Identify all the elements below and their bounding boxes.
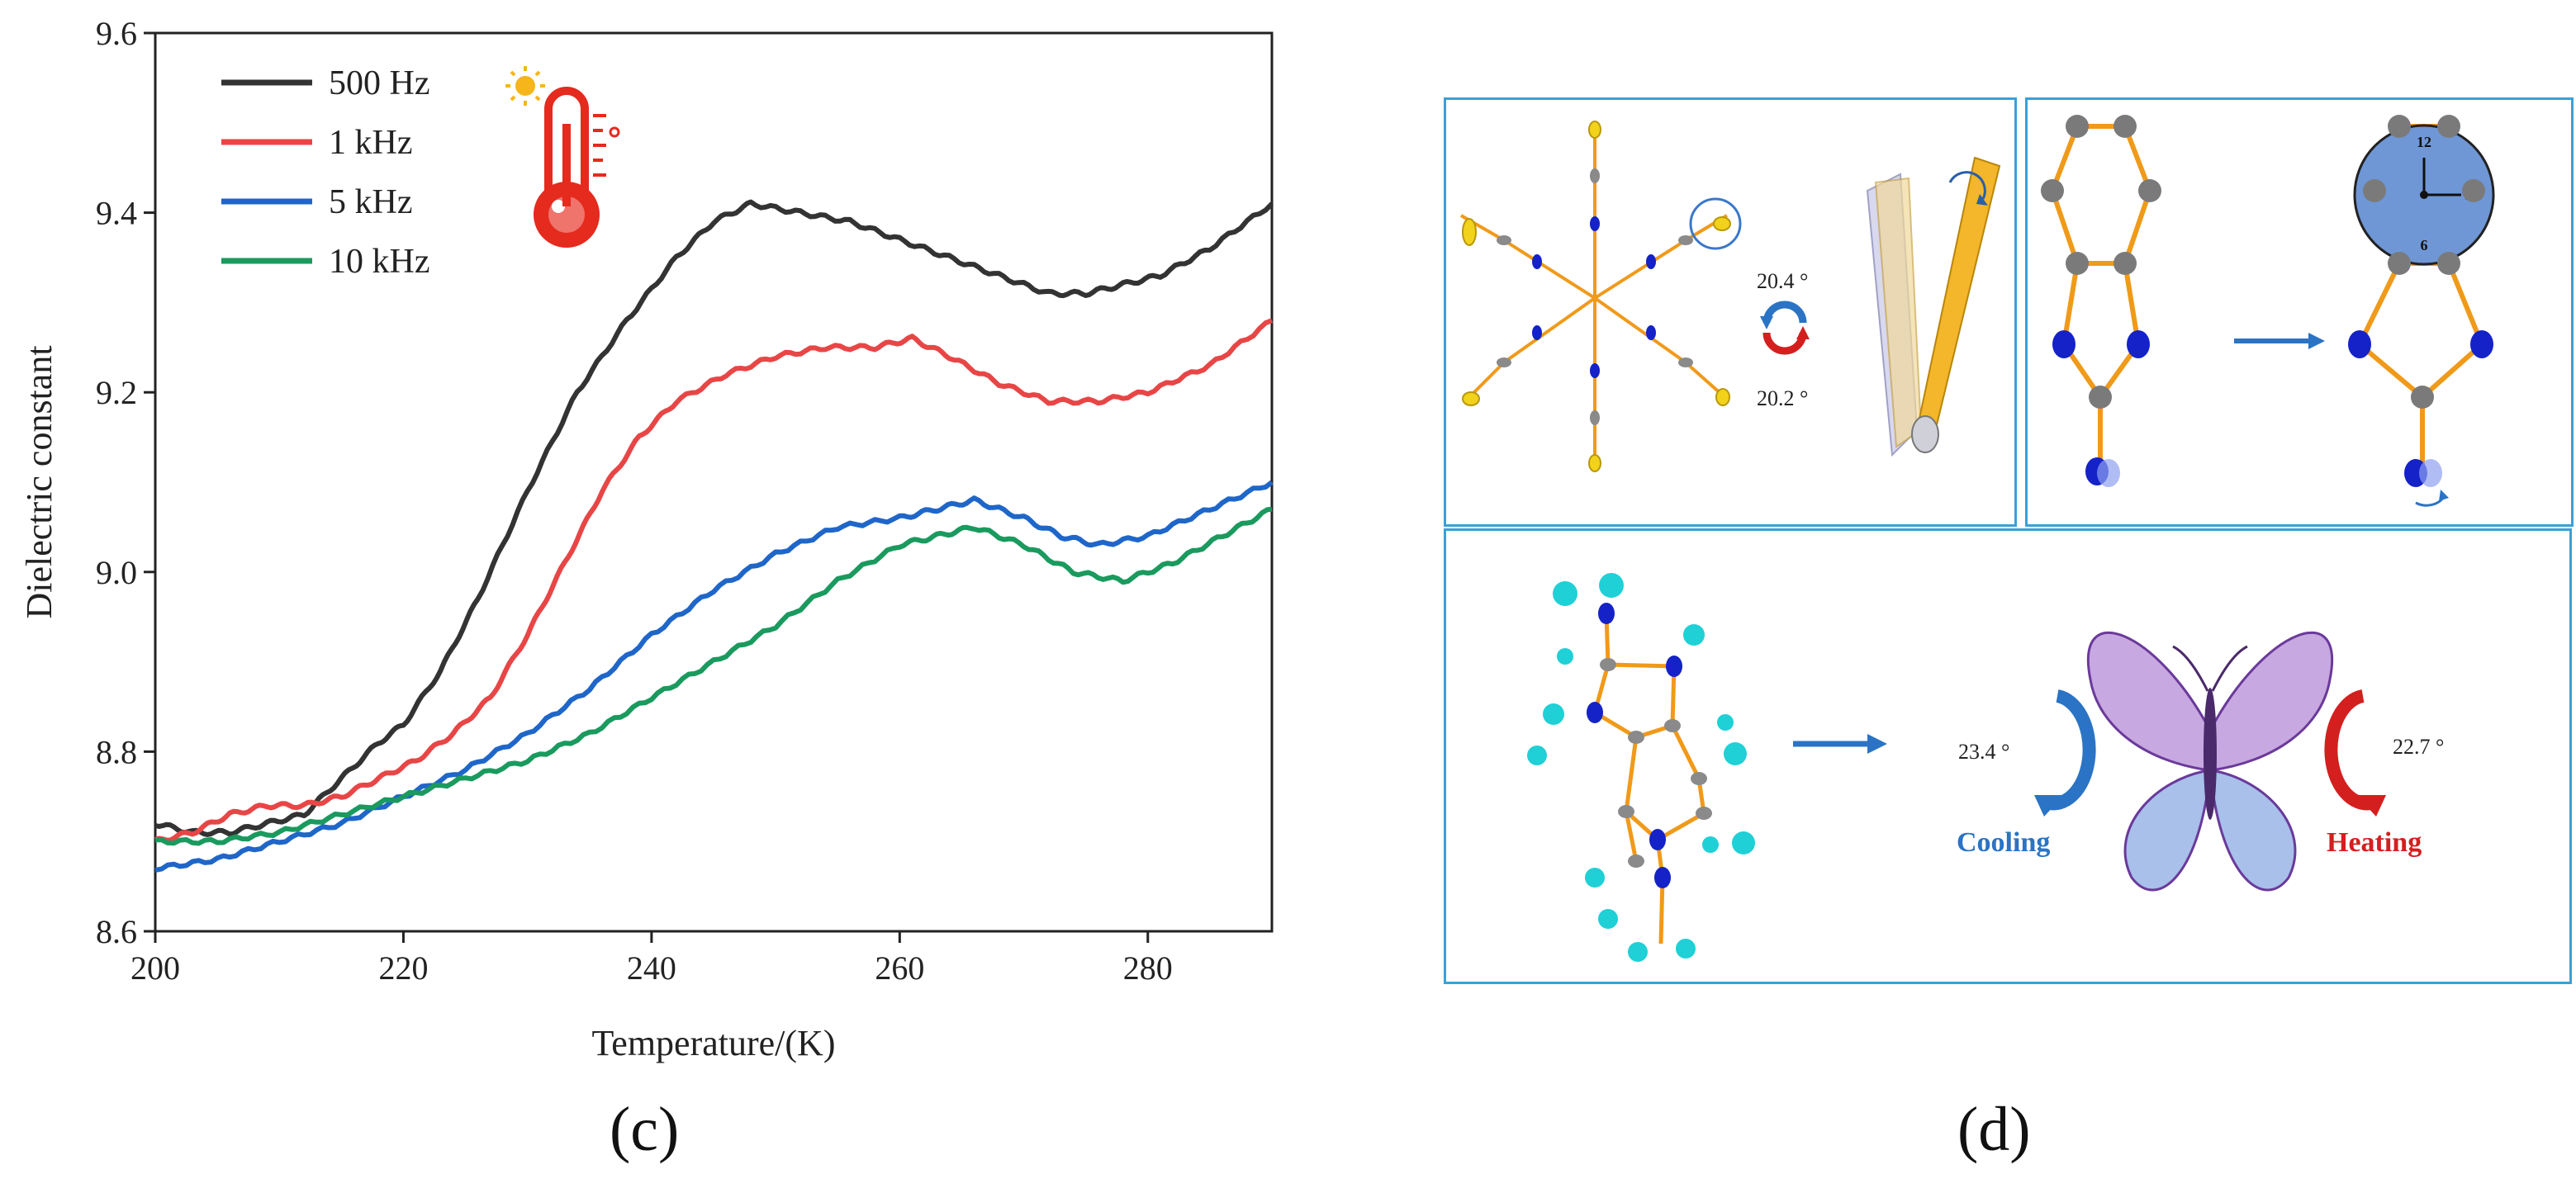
series-line-3: [154, 506, 1273, 846]
y-axis-ticks: 8.6 8.8 9.0 9.2 9.4 9.6: [96, 15, 155, 950]
angle-label-top-a: 20.4 °: [1757, 269, 1808, 293]
angle-label-heat: 22.7 °: [2393, 735, 2444, 759]
x-tick-label: 240: [627, 949, 676, 987]
legend-label: 5 kHz: [329, 183, 412, 221]
ring-rotation-diagram: 12 3 6 9: [2041, 115, 2495, 507]
y-tick-label: 8.6: [96, 913, 137, 950]
butterfly-rotation-diagram: 23.4 ° Cooling 22.7 ° Heating: [1527, 573, 2444, 962]
thermometer-icon: [505, 66, 620, 248]
angle-label-cool: 23.4 °: [1958, 740, 2009, 764]
y-tick-label: 9.0: [96, 554, 137, 591]
x-tick-label: 220: [378, 949, 428, 987]
legend-label: 500 Hz: [329, 64, 429, 102]
panel-label-c: (c): [610, 1095, 680, 1164]
sun-icon: [505, 66, 545, 106]
legend-label: 1 kHz: [329, 124, 412, 162]
clock-6: 6: [2421, 237, 2428, 253]
panel-d-molecule-box: 20.4 ° 20.2 °: [1444, 97, 2017, 527]
y-tick-label: 9.6: [96, 15, 137, 52]
panel-d-clock-box: 12 3 6 9: [2025, 97, 2574, 527]
series-line-0: [154, 199, 1274, 837]
series-line-1: [154, 318, 1274, 843]
cooling-label: Cooling: [1957, 827, 2050, 858]
heating-label: Heating: [2327, 827, 2422, 858]
series-line-2: [154, 480, 1274, 873]
x-axis-ticks: 200 220 240 260 280: [130, 931, 1173, 987]
panel-label-d: (d): [1957, 1095, 2031, 1164]
y-tick-label: 9.4: [96, 195, 137, 232]
legend-label: 10 kHz: [329, 243, 429, 281]
dielectric-chart: 8.6 8.8 9.0 9.2 9.4 9.6 200 220 240 260 280 Tempe…: [19, 15, 1274, 1063]
clip-icon: [1866, 156, 2001, 457]
highlight-circle: [1689, 197, 1742, 250]
y-tick-label: 9.2: [96, 374, 137, 411]
y-tick-label: 8.8: [96, 733, 137, 770]
panel-d-butterfly-box: 23.4 ° Cooling 22.7 ° Heating: [1444, 528, 2572, 984]
clock-12: 12: [2417, 134, 2431, 150]
series-lines: [154, 199, 1274, 873]
x-axis-label: Temperature/(K): [592, 1023, 836, 1063]
x-tick-label: 200: [130, 949, 180, 987]
butterfly-icon: [2086, 631, 2334, 892]
molecule-rotation-diagram: 20.4 ° 20.2 °: [1460, 121, 2001, 472]
y-axis-label: Dielectric constant: [19, 345, 59, 618]
legend: 500 Hz 1 kHz 5 kHz 10 kHz: [221, 64, 429, 281]
x-tick-label: 260: [875, 949, 924, 987]
x-tick-label: 280: [1123, 949, 1173, 987]
angle-label-top-b: 20.2 °: [1757, 386, 1808, 410]
